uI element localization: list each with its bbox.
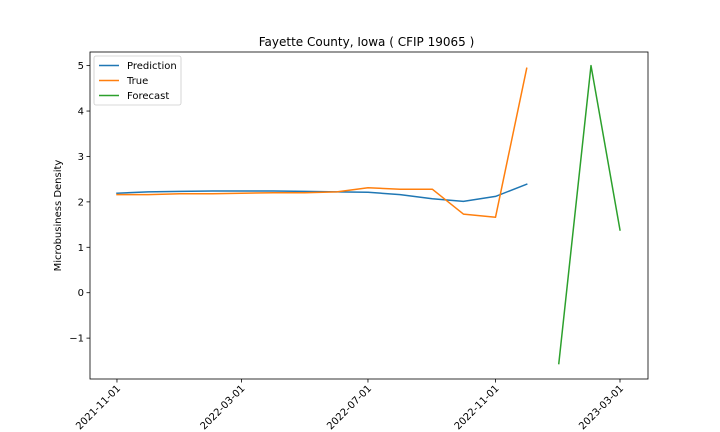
y-tick-label: 1 [78, 243, 84, 254]
legend-label-prediction: Prediction [127, 61, 177, 72]
y-axis-label: Microbusiness Density [53, 160, 64, 272]
y-tick-label: −1 [69, 334, 84, 345]
series-line-forecast [557, 64, 621, 365]
y-tick-label: 0 [78, 288, 84, 299]
plot-frame [89, 51, 649, 380]
y-tick-label: 5 [78, 61, 84, 72]
series-line-true [116, 67, 528, 219]
y-tick-label: 4 [78, 107, 84, 118]
y-tick-label: 2 [78, 197, 84, 208]
y-tick-label: 3 [78, 152, 84, 163]
legend-box [93, 55, 182, 106]
legend-label-true: True [126, 76, 148, 87]
y-axis: −1 0 1 2 3 4 5 [69, 61, 90, 345]
chart-title: Fayette County, Iowa ( CFIP 19065 ) [259, 35, 475, 49]
legend: Prediction True Forecast [93, 55, 182, 106]
series-layer [116, 64, 621, 365]
legend-label-forecast: Forecast [127, 91, 169, 102]
